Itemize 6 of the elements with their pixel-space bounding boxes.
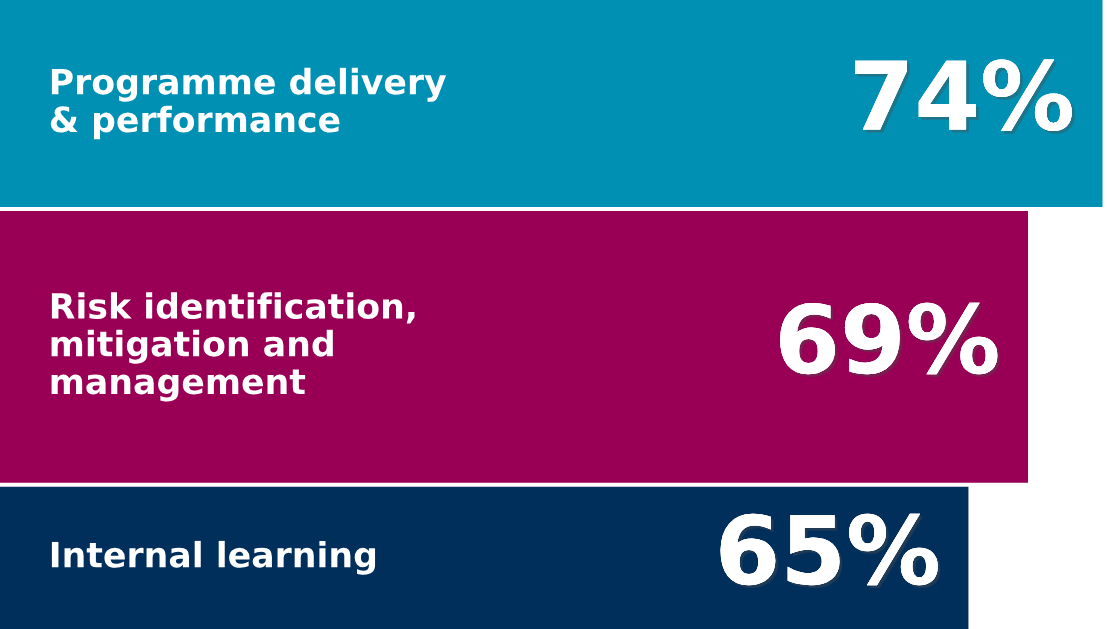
data-label: 74% xyxy=(855,59,1075,134)
y-tick-label: Programme delivery & performance xyxy=(50,67,447,140)
data-label: 65% xyxy=(720,513,941,588)
data-label: 69% xyxy=(780,302,1001,378)
y-tick-label: Internal learning xyxy=(51,540,376,575)
y-tick-label: Risk identification, mitigation and management xyxy=(51,292,415,402)
